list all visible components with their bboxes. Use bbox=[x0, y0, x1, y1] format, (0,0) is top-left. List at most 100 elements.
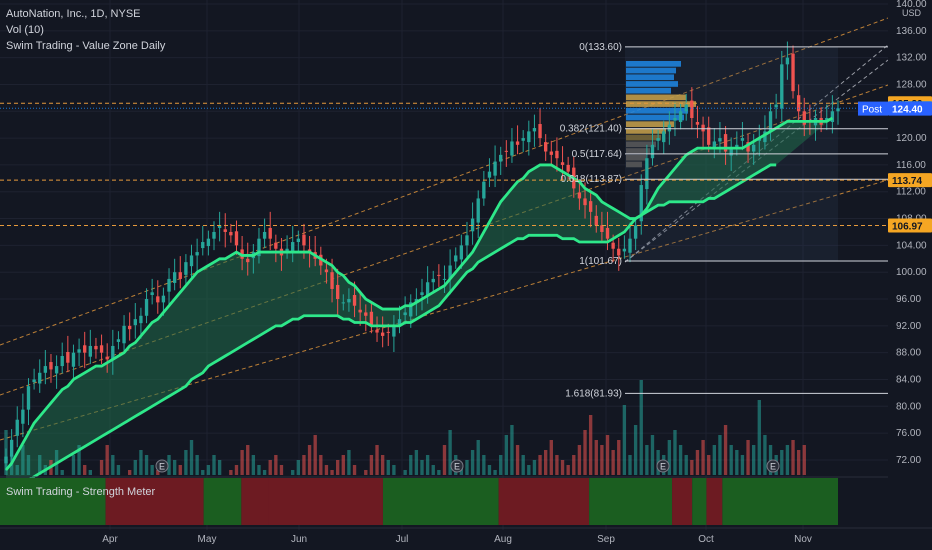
candle-body bbox=[830, 111, 835, 123]
candle-body bbox=[527, 131, 531, 143]
candle-body bbox=[645, 158, 649, 190]
volume-bar bbox=[403, 470, 407, 475]
candle-body bbox=[99, 345, 104, 353]
price-axis[interactable]: 72.00 76.00 80.00 84.00 88.00 92.00 96.00 100.0… bbox=[858, 0, 932, 550]
volume-bar bbox=[139, 450, 143, 475]
volume-profile-bar bbox=[626, 161, 642, 168]
volume-bar bbox=[369, 455, 374, 475]
volume-bar bbox=[532, 460, 537, 475]
value-zone-indicator-label[interactable]: Swim Trading - Value Zone Daily bbox=[6, 40, 166, 52]
volume-bar bbox=[549, 440, 553, 475]
candle-body bbox=[549, 151, 553, 155]
volume-bar bbox=[442, 445, 447, 475]
volume-bar bbox=[386, 460, 390, 475]
candle-body bbox=[167, 278, 171, 292]
candle-body bbox=[740, 138, 745, 141]
volume-bar bbox=[274, 455, 278, 475]
candle-body bbox=[566, 164, 570, 172]
volume-bar bbox=[336, 460, 340, 475]
strength-segment bbox=[692, 478, 707, 525]
candle-body bbox=[234, 231, 239, 246]
price-tag-bg bbox=[888, 173, 932, 188]
volume-profile-bar bbox=[626, 67, 676, 74]
candle-body bbox=[26, 386, 31, 410]
candle-body bbox=[712, 141, 716, 149]
y-tick-label: 136.00 bbox=[896, 26, 927, 37]
volume-bar bbox=[588, 415, 593, 475]
y-tick-label: 88.00 bbox=[896, 348, 921, 359]
volume-bar bbox=[128, 470, 132, 475]
volume-bar bbox=[617, 440, 621, 475]
strength-segment bbox=[498, 478, 590, 525]
candle-body bbox=[178, 272, 182, 279]
volume-bar bbox=[555, 455, 559, 475]
candle-body bbox=[336, 284, 340, 300]
candle-body bbox=[600, 225, 604, 232]
candle-body bbox=[150, 292, 154, 295]
volume-bar bbox=[594, 440, 598, 475]
fib-label: 0.382(121.40) bbox=[560, 124, 622, 135]
volume-indicator-label[interactable]: Vol (10) bbox=[6, 24, 44, 36]
candle-body bbox=[43, 366, 48, 373]
candle-body bbox=[493, 161, 497, 176]
volume-bar bbox=[785, 445, 790, 475]
candle-body bbox=[723, 134, 728, 152]
candle-body bbox=[128, 325, 132, 330]
volume-bar bbox=[740, 455, 745, 475]
volume-bar bbox=[347, 450, 351, 475]
y-tick-label: 92.00 bbox=[896, 321, 921, 332]
volume-bar bbox=[510, 425, 514, 475]
volume-bar bbox=[667, 440, 672, 475]
candle-body bbox=[791, 53, 795, 92]
candle-body bbox=[544, 142, 548, 152]
candle-body bbox=[532, 128, 537, 132]
time-axis[interactable]: Apr May Jun Jul Aug Sep Oct Nov bbox=[0, 527, 932, 545]
volume-profile-bar bbox=[626, 60, 681, 67]
candle-body bbox=[268, 227, 272, 239]
ema-fast-line bbox=[4, 116, 834, 471]
candle-body bbox=[324, 269, 329, 273]
candle-body bbox=[465, 235, 469, 246]
price-tag-bg bbox=[888, 101, 932, 116]
volume-bar bbox=[639, 380, 643, 475]
volume-bar bbox=[712, 445, 716, 475]
candle-body bbox=[836, 108, 840, 112]
y-tick-label: 72.00 bbox=[896, 455, 921, 466]
volume-bar bbox=[195, 455, 199, 475]
fib-label: 0(133.60) bbox=[579, 42, 622, 53]
candle-body bbox=[409, 302, 413, 317]
candle-body bbox=[341, 302, 345, 304]
volume-profile-bar bbox=[626, 107, 688, 114]
candle-body bbox=[701, 124, 705, 132]
candle-body bbox=[83, 345, 87, 353]
x-tick-label: Nov bbox=[794, 534, 812, 545]
volume-bar bbox=[735, 450, 739, 475]
strength-segment bbox=[672, 478, 693, 525]
volume-bar bbox=[723, 425, 728, 475]
candle-body bbox=[735, 144, 739, 149]
channel-line bbox=[0, 17, 889, 346]
volume-bar bbox=[538, 455, 542, 475]
candle-body bbox=[262, 231, 267, 239]
currency-label: USD bbox=[902, 8, 922, 18]
candle-body bbox=[111, 345, 115, 360]
candle-body bbox=[499, 154, 503, 162]
chart-legend: AutoNation, Inc., 1D, NYSE Vol (10) Swim… bbox=[6, 6, 165, 54]
volume-bar bbox=[116, 465, 121, 475]
volume-bar bbox=[60, 470, 64, 475]
strength-meter-title[interactable]: Swim Trading - Strength Meter bbox=[6, 486, 156, 498]
volume-bar bbox=[262, 470, 267, 475]
y-tick-label: 128.00 bbox=[896, 79, 927, 90]
volume-bar bbox=[757, 400, 761, 475]
earnings-marker-label: E bbox=[159, 462, 165, 472]
volume-bar bbox=[156, 470, 160, 475]
candle-body bbox=[583, 198, 587, 206]
symbol-title[interactable]: AutoNation, Inc., 1D, NYSE bbox=[6, 8, 141, 20]
candle-body bbox=[77, 349, 81, 353]
candle-body bbox=[139, 315, 143, 324]
y-tick-label: 116.00 bbox=[896, 160, 926, 171]
candle-body bbox=[217, 225, 222, 228]
volume-bar bbox=[729, 445, 733, 475]
volume-bar bbox=[650, 435, 655, 475]
